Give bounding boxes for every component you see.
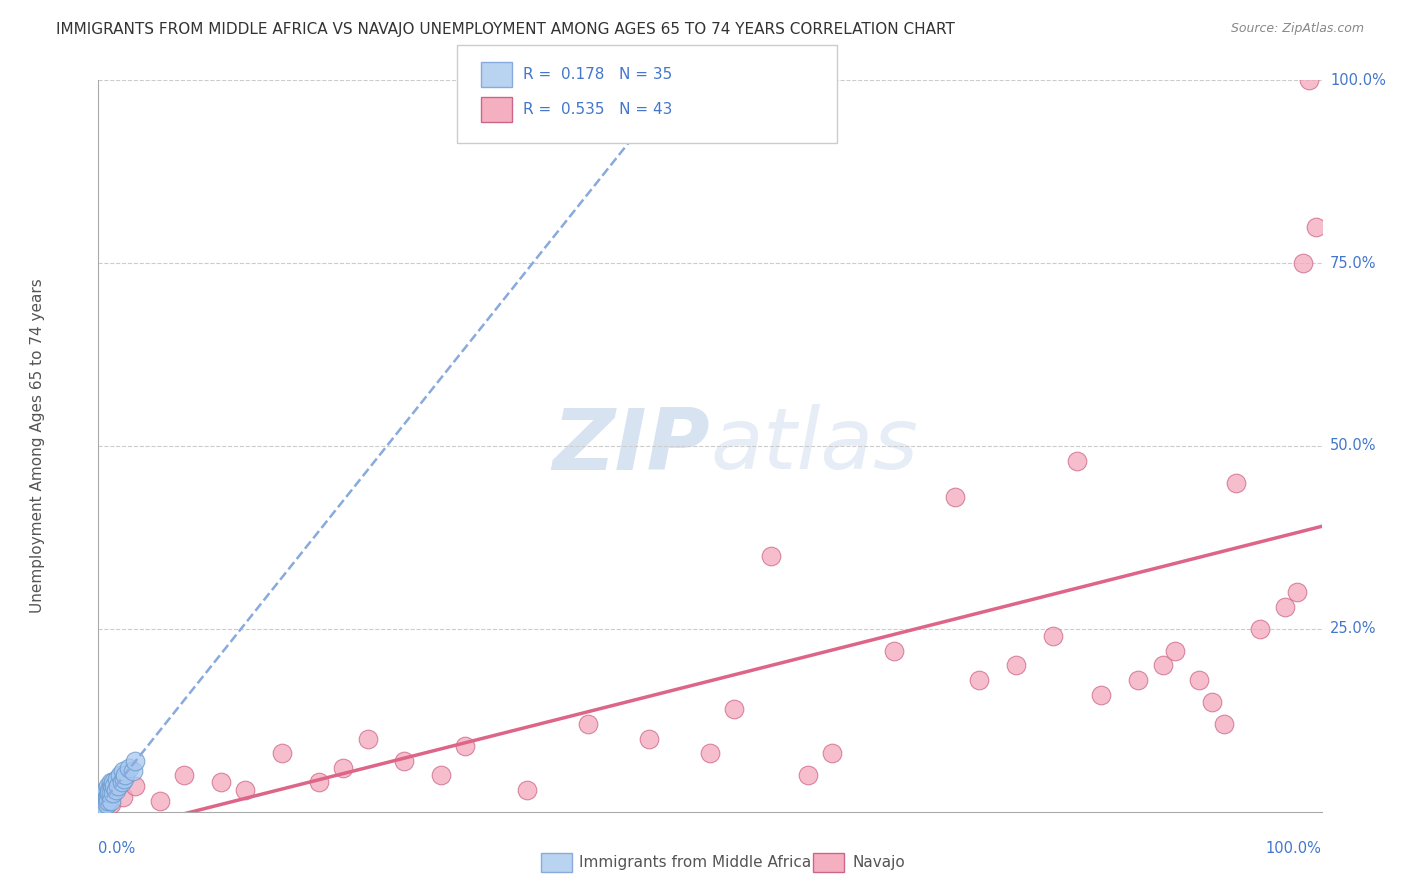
Point (308, 775, 330, 789)
Point (723, 702, 745, 716)
Point (1274, 599, 1296, 614)
Point (97, 790, 120, 805)
Point (1188, 673, 1211, 687)
Point (149, 794, 172, 808)
Point (392, 754, 416, 768)
Point (637, 731, 661, 746)
Point (576, 717, 599, 731)
Point (111, 775, 134, 789)
Point (100, 787, 122, 801)
Text: Source: ZipAtlas.com: Source: ZipAtlas.com (1230, 22, 1364, 36)
Point (91, 801, 114, 815)
Point (430, 768, 453, 782)
Point (699, 746, 721, 760)
Point (1212, 717, 1234, 731)
Point (1152, 658, 1174, 673)
Point (100, 797, 122, 812)
Text: IMMIGRANTS FROM MIDDLE AFRICA VS NAVAJO UNEMPLOYMENT AMONG AGES 65 TO 74 YEARS C: IMMIGRANTS FROM MIDDLE AFRICA VS NAVAJO … (56, 22, 955, 37)
Text: 50.0%: 50.0% (1330, 439, 1376, 453)
Point (967, 673, 990, 687)
Point (1292, 256, 1315, 270)
Point (111, 790, 134, 805)
Text: 75.0%: 75.0% (1330, 256, 1376, 270)
Point (1286, 585, 1309, 599)
Point (112, 772, 135, 786)
Point (1042, 629, 1064, 643)
Point (101, 775, 124, 789)
Point (100, 794, 122, 808)
Point (1164, 644, 1187, 658)
Text: Immigrants from Middle Africa: Immigrants from Middle Africa (579, 855, 811, 870)
Point (124, 754, 146, 768)
Point (121, 764, 143, 779)
Text: 100.0%: 100.0% (1265, 841, 1322, 856)
Text: R =  0.178   N = 35: R = 0.178 N = 35 (523, 67, 672, 81)
Text: 25.0%: 25.0% (1330, 622, 1376, 636)
Point (97, 794, 120, 808)
Point (233, 782, 256, 797)
Point (797, 768, 820, 782)
Point (94, 787, 117, 801)
Point (1201, 695, 1223, 709)
Point (101, 779, 124, 793)
Point (118, 761, 141, 775)
Point (356, 731, 378, 746)
Point (173, 768, 195, 782)
Text: 100.0%: 100.0% (1330, 73, 1386, 87)
Point (1305, 219, 1327, 234)
Point (1298, 73, 1320, 87)
Point (1128, 673, 1150, 687)
Point (98, 787, 121, 801)
Point (90, 797, 112, 812)
Point (98, 782, 121, 797)
Point (103, 779, 125, 793)
Point (96, 790, 118, 805)
Point (821, 746, 844, 760)
Text: 0.0%: 0.0% (98, 841, 135, 856)
Text: ZIP: ZIP (553, 404, 710, 488)
Point (454, 739, 477, 753)
Point (101, 787, 124, 801)
Point (93, 794, 115, 808)
Point (104, 782, 127, 797)
Point (111, 764, 134, 779)
Point (93, 796, 115, 810)
Point (943, 490, 966, 504)
Text: Navajo: Navajo (852, 855, 905, 870)
Point (91, 798, 114, 813)
Point (94, 794, 117, 808)
Point (91, 794, 114, 808)
Point (93, 790, 115, 805)
Point (97, 779, 120, 793)
Point (1090, 688, 1112, 702)
Point (270, 746, 294, 760)
Point (124, 779, 146, 793)
Text: atlas: atlas (710, 404, 918, 488)
Point (332, 761, 354, 775)
Point (761, 549, 783, 563)
Point (883, 644, 905, 658)
Text: R =  0.535   N = 43: R = 0.535 N = 43 (523, 103, 672, 117)
Point (1066, 453, 1088, 467)
Point (1004, 658, 1026, 673)
Point (93, 800, 115, 814)
Point (1225, 475, 1247, 490)
Point (114, 768, 136, 782)
Point (107, 779, 129, 793)
Text: Unemployment Among Ages 65 to 74 years: Unemployment Among Ages 65 to 74 years (30, 278, 45, 614)
Point (110, 768, 132, 782)
Point (516, 782, 538, 797)
Point (94, 782, 117, 797)
Point (1250, 622, 1272, 636)
Point (209, 775, 232, 789)
Point (100, 775, 122, 789)
Point (96, 797, 118, 812)
Point (105, 772, 128, 786)
